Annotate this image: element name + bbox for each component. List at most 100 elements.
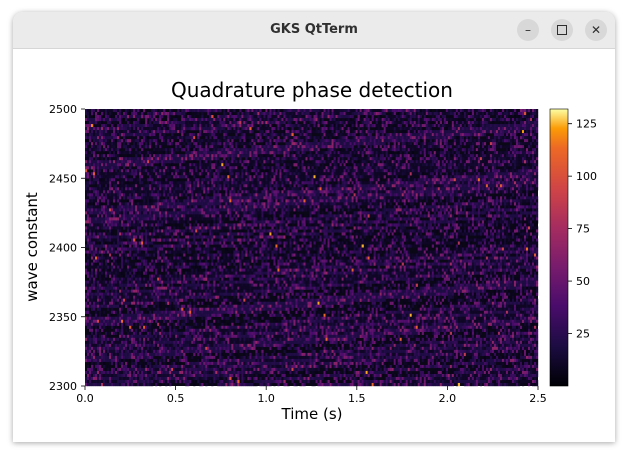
heatmap-cell — [360, 124, 362, 127]
heatmap-cell — [295, 163, 297, 166]
heatmap-cell — [486, 157, 488, 160]
heatmap-cell — [299, 178, 301, 181]
heatmap-cell — [458, 178, 460, 181]
close-button[interactable]: ✕ — [585, 19, 607, 41]
heatmap-cell — [510, 178, 512, 181]
heatmap-cell — [271, 127, 273, 130]
heatmap-cell — [175, 121, 177, 124]
heatmap-cell — [378, 178, 380, 181]
heatmap-cell — [251, 142, 253, 145]
heatmap-cell — [518, 175, 520, 178]
heatmap-cell — [99, 169, 101, 172]
heatmap-cell — [95, 178, 97, 181]
heatmap-cell — [512, 166, 514, 169]
heatmap-cell — [344, 115, 346, 118]
heatmap-cell — [129, 127, 131, 130]
heatmap-cell — [297, 175, 299, 178]
heatmap-cell — [378, 175, 380, 178]
heatmap-cell — [285, 109, 287, 112]
heatmap-cell — [360, 139, 362, 142]
heatmap-cell — [496, 151, 498, 154]
heatmap-cell — [444, 175, 446, 178]
heatmap-cell — [249, 136, 251, 139]
title-bar[interactable]: GKS QtTerm – ✕ — [13, 12, 615, 49]
heatmap-cell — [91, 166, 93, 169]
heatmap-cell — [179, 163, 181, 166]
heatmap-cell — [364, 124, 366, 127]
heatmap-cell — [394, 181, 396, 184]
heatmap-cell — [291, 142, 293, 145]
heatmap-cell — [376, 118, 378, 121]
heatmap-cell — [364, 181, 366, 184]
heatmap-cell — [117, 160, 119, 163]
heatmap-cell — [149, 175, 151, 178]
heatmap-cell — [155, 127, 157, 130]
heatmap-cell — [460, 175, 462, 178]
heatmap-cell — [181, 157, 183, 160]
heatmap-cell — [219, 175, 221, 178]
heatmap-cell — [285, 148, 287, 151]
heatmap-cell — [107, 175, 109, 178]
heatmap-cell — [259, 127, 261, 130]
heatmap-cell — [376, 169, 378, 172]
heatmap-cell — [486, 151, 488, 154]
heatmap-cell — [470, 163, 472, 166]
maximize-button[interactable] — [551, 19, 573, 41]
heatmap-cell — [536, 142, 538, 145]
heatmap-cell — [356, 163, 358, 166]
heatmap-cell — [468, 115, 470, 118]
heatmap-cell — [237, 130, 239, 133]
heatmap-cell — [312, 151, 314, 154]
heatmap-cell — [488, 145, 490, 148]
heatmap-cell — [113, 130, 115, 133]
heatmap-cell — [338, 133, 340, 136]
heatmap-cell — [101, 148, 103, 151]
heatmap-cell — [336, 151, 338, 154]
heatmap-cell — [390, 124, 392, 127]
heatmap-cell — [99, 127, 101, 130]
heatmap-cell — [510, 145, 512, 148]
heatmap-cell — [253, 151, 255, 154]
heatmap-cell — [217, 151, 219, 154]
heatmap-cell — [474, 154, 476, 157]
heatmap-cell — [159, 130, 161, 133]
heatmap-cell — [448, 133, 450, 136]
heatmap-cell — [520, 124, 522, 127]
heatmap-cell — [235, 133, 237, 136]
heatmap-cell — [362, 127, 364, 130]
heatmap-cell — [305, 139, 307, 142]
heatmap-cell — [149, 133, 151, 136]
heatmap-cell — [247, 172, 249, 175]
heatmap-cell — [293, 136, 295, 139]
heatmap-cell — [267, 118, 269, 121]
heatmap-cell — [310, 130, 312, 133]
heatmap-cell — [316, 118, 318, 121]
heatmap-cell — [384, 109, 386, 112]
heatmap-cell — [418, 160, 420, 163]
heatmap-cell — [392, 109, 394, 112]
heatmap-cell — [171, 175, 173, 178]
heatmap-cell — [221, 121, 223, 124]
heatmap-cell — [506, 127, 508, 130]
heatmap-cell — [394, 139, 396, 142]
heatmap-cell — [358, 151, 360, 154]
heatmap-cell — [334, 145, 336, 148]
heatmap-cell — [219, 109, 221, 112]
heatmap-cell — [193, 172, 195, 175]
heatmap-cell — [498, 130, 500, 133]
minimize-button[interactable]: – — [517, 19, 539, 41]
heatmap-cell — [490, 151, 492, 154]
heatmap-cell — [316, 172, 318, 175]
heatmap-cell — [141, 127, 143, 130]
heatmap-cell — [504, 118, 506, 121]
heatmap-cell — [532, 139, 534, 142]
heatmap-cell — [199, 121, 201, 124]
heatmap-cell — [468, 172, 470, 175]
heatmap-cell — [378, 112, 380, 115]
heatmap-cell — [201, 133, 203, 136]
heatmap-cell — [502, 109, 504, 112]
heatmap-cell — [245, 121, 247, 124]
heatmap-cell — [468, 175, 470, 178]
heatmap-cell — [223, 169, 225, 172]
heatmap-cell — [127, 145, 129, 148]
